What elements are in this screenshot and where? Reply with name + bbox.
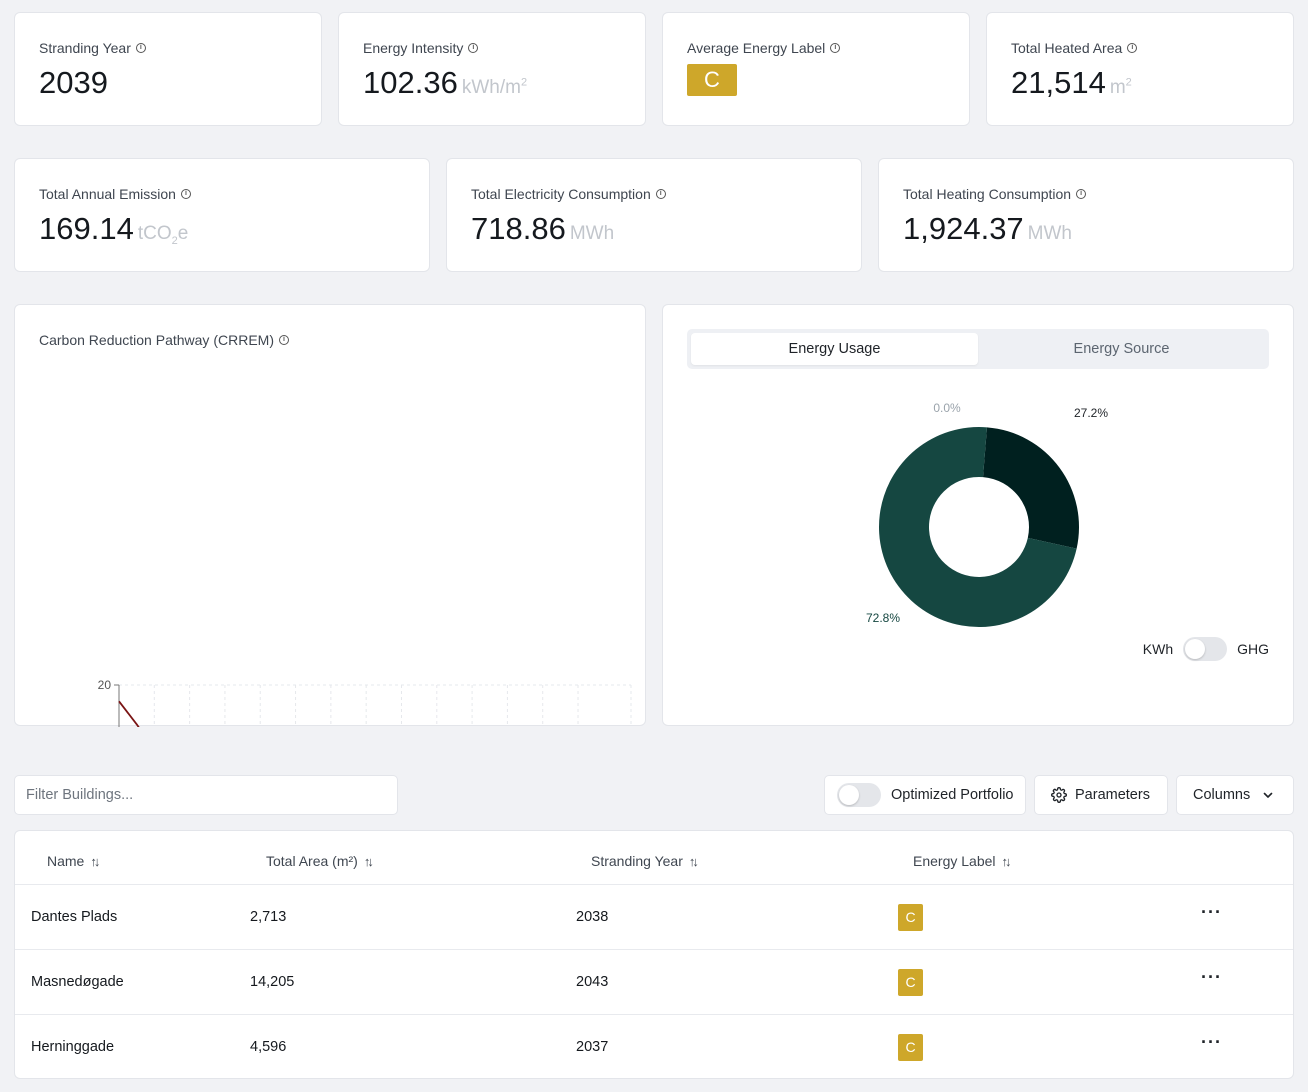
kpi-card-total-heating: Total Heating Consumption i 1,924.37 MWh xyxy=(878,158,1294,272)
optimized-portfolio-label: Optimized Portfolio xyxy=(891,787,1014,803)
donut-slice-label: 27.2% xyxy=(1074,406,1108,420)
kpi-label: Energy Intensity i xyxy=(363,40,479,56)
cell-stranding-year: 2037 xyxy=(576,1039,609,1055)
info-icon[interactable]: i xyxy=(830,43,841,53)
cell-area: 4,596 xyxy=(250,1039,287,1055)
sort-icon[interactable]: ↑↓ xyxy=(90,853,100,869)
toggle-knob xyxy=(839,785,859,805)
unit-toggle-group: KWh GHG xyxy=(1143,637,1269,661)
kpi-value: 718.86 MWh xyxy=(471,211,615,246)
column-header-stranding-year[interactable]: Stranding Year ↑↓ xyxy=(591,853,699,869)
kpi-card-total-heated-area: Total Heated Area i 21,514 m2 xyxy=(986,12,1294,126)
y-tick-label: 20 xyxy=(98,678,112,692)
kpi-value: 169.14 tCO2e xyxy=(39,211,189,247)
row-actions-icon[interactable]: ··· xyxy=(1201,902,1222,922)
info-icon[interactable]: i xyxy=(180,189,191,199)
kpi-value: 1,924.37 MWh xyxy=(903,211,1072,246)
table-row[interactable]: Dantes Plads 2,713 2038 C ··· xyxy=(15,884,1293,949)
kpi-value: 21,514 m2 xyxy=(1011,65,1132,100)
kpi-card-energy-intensity: Energy Intensity i 102.36 kWh/m2 xyxy=(338,12,646,126)
kpi-label: Average Energy Label i xyxy=(687,40,841,56)
kpi-value: 2039 xyxy=(39,65,108,100)
kpi-card-total-annual-emission: Total Annual Emission i 169.14 tCO2e xyxy=(14,158,430,272)
filter-buildings-input[interactable] xyxy=(14,775,398,815)
toggle-label-kwh: KWh xyxy=(1142,641,1174,657)
kpi-value: 102.36 kWh/m2 xyxy=(363,65,528,100)
parameters-label: Parameters xyxy=(1075,787,1150,803)
energy-tab-group: Energy Usage Energy Source xyxy=(687,329,1269,369)
chevron-down-icon xyxy=(1263,792,1273,798)
kpi-label: Total Annual Emission i xyxy=(39,186,191,202)
cell-area: 2,713 xyxy=(250,909,287,925)
unit-toggle-switch[interactable] xyxy=(1183,637,1228,661)
table-row[interactable]: Herninggade 4,596 2037 C ··· xyxy=(15,1014,1293,1078)
columns-label: Columns xyxy=(1193,787,1251,803)
kpi-unit: MWh xyxy=(1027,223,1072,244)
crrem-line-chart: 0510152020242026202820302032203420362038… xyxy=(98,678,632,727)
gear-icon xyxy=(1051,787,1067,803)
cell-stranding-year: 2038 xyxy=(576,909,609,925)
kpi-label: Total Electricity Consumption i xyxy=(471,186,666,202)
donut-slice-label: 72.8% xyxy=(866,611,900,625)
toggle-knob xyxy=(1185,639,1206,659)
energy-label-badge: C xyxy=(898,904,923,931)
info-icon[interactable]: i xyxy=(468,43,479,53)
sort-icon[interactable]: ↑↓ xyxy=(688,853,699,869)
info-icon[interactable]: i xyxy=(1127,43,1138,53)
crrem-chart-card: Carbon Reduction Pathway (CRREM)i 051015… xyxy=(14,304,646,727)
kpi-label: Stranding Year i xyxy=(39,40,146,56)
kpi-label: Total Heated Area i xyxy=(1011,40,1138,56)
optimized-portfolio-toggle[interactable]: Optimized Portfolio xyxy=(824,775,1026,815)
series-line-crrem xyxy=(118,700,140,727)
kpi-card-stranding-year: Stranding Year i 2039 xyxy=(14,12,322,126)
chart-title: Carbon Reduction Pathway (CRREM) i xyxy=(39,332,289,348)
kpi-unit: tCO2e xyxy=(137,223,189,247)
sort-icon[interactable]: ↑↓ xyxy=(1001,853,1012,869)
columns-dropdown-button[interactable]: Columns xyxy=(1176,775,1294,815)
donut-slice xyxy=(982,427,1079,549)
row-actions-icon[interactable]: ··· xyxy=(1201,967,1222,987)
cell-area: 14,205 xyxy=(250,974,295,990)
tab-energy-usage[interactable]: Energy Usage xyxy=(691,333,978,365)
energy-panel-card: Energy Usage Energy Source 27.2% 72.8% 0.0… xyxy=(662,304,1294,726)
info-icon[interactable]: i xyxy=(278,335,289,345)
info-icon[interactable]: i xyxy=(1076,189,1087,199)
kpi-card-total-electricity: Total Electricity Consumption i 718.86 MWh xyxy=(446,158,862,272)
sort-icon[interactable]: ↑↓ xyxy=(363,853,374,869)
donut-slice xyxy=(879,427,1077,627)
energy-label-badge: C xyxy=(898,1034,923,1061)
cell-name: Herninggade xyxy=(31,1039,115,1055)
kpi-unit: kWh/m2 xyxy=(461,76,528,98)
cell-stranding-year: 2043 xyxy=(576,974,609,990)
kpi-unit: MWh xyxy=(569,223,615,244)
energy-label-badge: C xyxy=(898,969,923,996)
info-icon[interactable]: i xyxy=(655,189,666,199)
column-header-energy-label[interactable]: Energy Label ↑↓ xyxy=(913,853,1012,869)
column-header-name[interactable]: Name ↑↓ xyxy=(47,853,100,869)
tab-energy-source[interactable]: Energy Source xyxy=(1073,341,1170,357)
column-header-total-area[interactable]: Total Area (m²) ↑↓ xyxy=(266,853,374,869)
optimized-portfolio-switch[interactable] xyxy=(837,783,881,807)
donut-slice-label: 0.0% xyxy=(933,401,961,415)
kpi-label: Total Heating Consumption i xyxy=(903,186,1087,202)
energy-donut-chart: 27.2% 72.8% 0.0% xyxy=(866,401,1108,627)
toggle-label-ghg: GHG xyxy=(1237,641,1269,657)
energy-label-badge: C xyxy=(687,64,737,96)
table-row[interactable]: Masnedøgade 14,205 2043 C ··· xyxy=(15,949,1293,1014)
buildings-table: Name ↑↓ Total Area (m²) ↑↓ Stranding Year ↑… xyxy=(14,830,1294,1079)
row-actions-icon[interactable]: ··· xyxy=(1201,1032,1222,1052)
kpi-unit: m2 xyxy=(1109,76,1132,98)
info-icon[interactable]: i xyxy=(135,43,146,53)
parameters-button[interactable]: Parameters xyxy=(1034,775,1168,815)
kpi-card-average-energy-label: Average Energy Label i C xyxy=(662,12,970,126)
cell-name: Masnedøgade xyxy=(31,974,124,990)
cell-name: Dantes Plads xyxy=(31,909,118,925)
